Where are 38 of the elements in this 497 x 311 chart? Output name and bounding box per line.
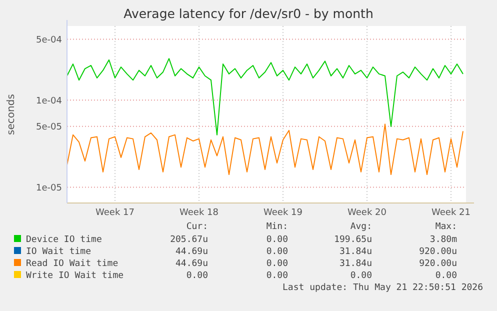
- line-series: [66, 58, 464, 136]
- text: 199.65u: [334, 235, 372, 245]
- x-tick-label: Week 18: [180, 208, 219, 218]
- text: 0.00: [350, 271, 372, 281]
- legend-label: Read IO Wait time: [26, 259, 118, 269]
- text: 31.84u: [339, 247, 372, 257]
- text: Min:: [266, 222, 288, 232]
- legend-label: Device IO time: [26, 235, 102, 245]
- text: Avg:: [350, 222, 372, 232]
- text: 0.00: [266, 247, 288, 257]
- y-tick-label: 1e-04: [36, 96, 62, 106]
- text: 920.00u: [419, 259, 457, 269]
- x-tick-label: Week 19: [264, 208, 303, 218]
- line-series: [66, 124, 464, 176]
- text: Last update: Thu May 21 22:50:51 2026: [282, 283, 483, 293]
- text: 44.69u: [175, 259, 208, 269]
- text: 44.69u: [175, 247, 208, 257]
- text: 31.84u: [339, 259, 372, 269]
- x-tick-label: Week 17: [96, 208, 134, 218]
- text: 0.00: [266, 259, 288, 269]
- text: 0.00: [186, 271, 208, 281]
- chart-title: Average latency for /dev/sr0 - by month: [124, 6, 374, 21]
- text: Max:: [435, 222, 457, 232]
- legend-label: IO Wait time: [26, 247, 92, 257]
- text: Cur:: [186, 222, 208, 232]
- y-tick-label: 5e-05: [36, 122, 62, 133]
- text: 0.00: [266, 235, 288, 245]
- text: 0.00: [266, 271, 288, 281]
- text: 205.67u: [170, 235, 208, 245]
- text: 0.00: [435, 271, 457, 281]
- y-tick-label: 5e-04: [36, 35, 62, 46]
- y-axis-title: seconds: [6, 94, 17, 135]
- y-tick-label: 1e-05: [36, 183, 62, 194]
- legend-label: Write IO Wait time: [26, 271, 124, 281]
- x-tick-label: Week 21: [432, 208, 470, 218]
- text: 920.00u: [419, 247, 457, 257]
- text: 3.80m: [430, 235, 457, 245]
- x-tick-label: Week 20: [348, 208, 387, 218]
